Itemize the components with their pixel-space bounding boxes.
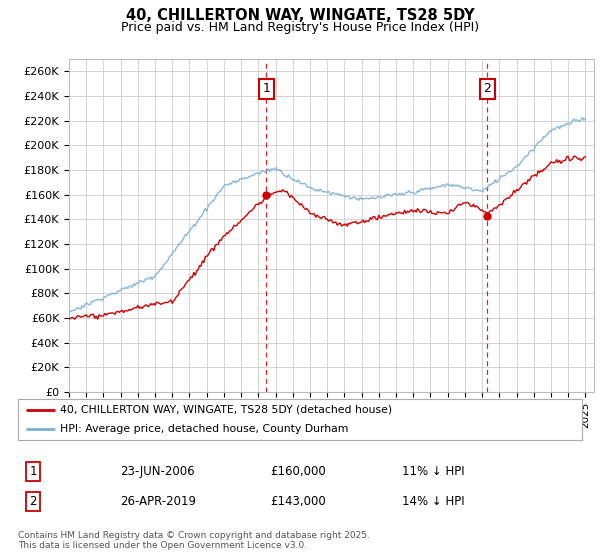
Text: £160,000: £160,000 bbox=[270, 465, 326, 478]
Text: 2: 2 bbox=[29, 494, 37, 508]
Text: 11% ↓ HPI: 11% ↓ HPI bbox=[402, 465, 464, 478]
Text: 1: 1 bbox=[29, 465, 37, 478]
Text: 14% ↓ HPI: 14% ↓ HPI bbox=[402, 494, 464, 508]
Text: Contains HM Land Registry data © Crown copyright and database right 2025.
This d: Contains HM Land Registry data © Crown c… bbox=[18, 531, 370, 550]
Text: 1: 1 bbox=[262, 82, 271, 95]
Text: 26-APR-2019: 26-APR-2019 bbox=[120, 494, 196, 508]
Text: Price paid vs. HM Land Registry's House Price Index (HPI): Price paid vs. HM Land Registry's House … bbox=[121, 21, 479, 34]
Text: £143,000: £143,000 bbox=[270, 494, 326, 508]
Text: 23-JUN-2006: 23-JUN-2006 bbox=[120, 465, 194, 478]
Text: HPI: Average price, detached house, County Durham: HPI: Average price, detached house, Coun… bbox=[60, 423, 349, 433]
Text: 40, CHILLERTON WAY, WINGATE, TS28 5DY (detached house): 40, CHILLERTON WAY, WINGATE, TS28 5DY (d… bbox=[60, 405, 392, 415]
Text: 40, CHILLERTON WAY, WINGATE, TS28 5DY: 40, CHILLERTON WAY, WINGATE, TS28 5DY bbox=[125, 8, 475, 24]
Text: 2: 2 bbox=[484, 82, 491, 95]
